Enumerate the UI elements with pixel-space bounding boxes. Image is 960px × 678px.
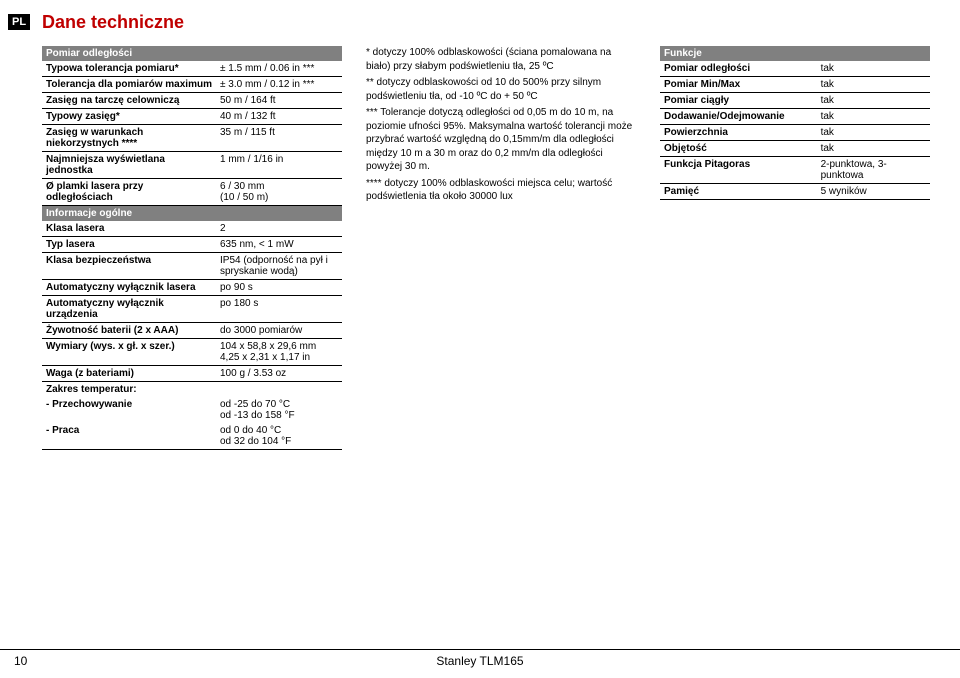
table-row: Zasięg na tarczę celowniczą50 m / 164 ft <box>42 93 342 109</box>
specs-table: Pomiar odległości Typowa tolerancja pomi… <box>42 46 342 450</box>
note-2: ** dotyczy odblaskowości od 10 do 500% p… <box>366 76 636 103</box>
table-row: Klasa lasera2 <box>42 221 342 237</box>
functions-column: Funkcje Pomiar odległościtak Pomiar Min/… <box>660 46 930 450</box>
footer-separator <box>0 649 960 650</box>
table-row: Automatyczny wyłącznik urządzeniapo 180 … <box>42 296 342 323</box>
note-4: **** dotyczy 100% odblaskowości miejsca … <box>366 177 636 204</box>
table-row: Typowy zasięg*40 m / 132 ft <box>42 109 342 125</box>
page-lang-label: PL <box>8 14 30 30</box>
temp-head-row: Zakres temperatur: <box>42 382 342 398</box>
table-row: Pomiar Min/Maxtak <box>660 77 930 93</box>
notes-column: * dotyczy 100% odblaskowości (ściana pom… <box>366 46 636 450</box>
table-row: Typowa tolerancja pomiaru*± 1.5 mm / 0.0… <box>42 61 342 77</box>
table-row: - Przechowywanieod -25 do 70 °C od -13 d… <box>42 397 342 423</box>
functions-table: Funkcje Pomiar odległościtak Pomiar Min/… <box>660 46 930 200</box>
note-3: *** Tolerancje dotyczą odległości od 0,0… <box>366 106 636 174</box>
table-row: Żywotność baterii (2 x AAA)do 3000 pomia… <box>42 323 342 339</box>
table-row: Zasięg w warunkach niekorzystnych ****35… <box>42 125 342 152</box>
table-row: Pomiar ciągłytak <box>660 93 930 109</box>
table-row: - Pracaod 0 do 40 °C od 32 do 104 °F <box>42 423 342 450</box>
table-row: Tolerancja dla pomiarów maximum± 3.0 mm … <box>42 77 342 93</box>
table-row: Powierzchniatak <box>660 125 930 141</box>
table-row: Klasa bezpieczeństwaIP54 (odporność na p… <box>42 253 342 280</box>
table-row: Typ lasera635 nm, < 1 mW <box>42 237 342 253</box>
table-row: Dodawanie/Odejmowanietak <box>660 109 930 125</box>
page-title: Dane techniczne <box>42 12 184 33</box>
table-row: Ø plamki lasera przy odległościach6 / 30… <box>42 179 342 206</box>
content-columns: Pomiar odległości Typowa tolerancja pomi… <box>42 46 942 450</box>
table-row: Automatyczny wyłącznik laserapo 90 s <box>42 280 342 296</box>
section-measure: Pomiar odległości <box>42 46 342 61</box>
footer-title: Stanley TLM165 <box>0 654 960 668</box>
table-row: Najmniejsza wyświetlana jednostka1 mm / … <box>42 152 342 179</box>
table-row: Funkcja Pitagoras2-punktowa, 3-punktowa <box>660 157 930 184</box>
table-row: Waga (z bateriami)100 g / 3.53 oz <box>42 366 342 382</box>
specs-column: Pomiar odległości Typowa tolerancja pomi… <box>42 46 342 450</box>
section-general: Informacje ogólne <box>42 206 342 222</box>
section-functions: Funkcje <box>660 46 930 61</box>
table-row: Objętośćtak <box>660 141 930 157</box>
table-row: Pomiar odległościtak <box>660 61 930 77</box>
note-1: * dotyczy 100% odblaskowości (ściana pom… <box>366 46 636 73</box>
table-row: Wymiary (wys. x gł. x szer.)104 x 58,8 x… <box>42 339 342 366</box>
table-row: Pamięć5 wyników <box>660 184 930 200</box>
